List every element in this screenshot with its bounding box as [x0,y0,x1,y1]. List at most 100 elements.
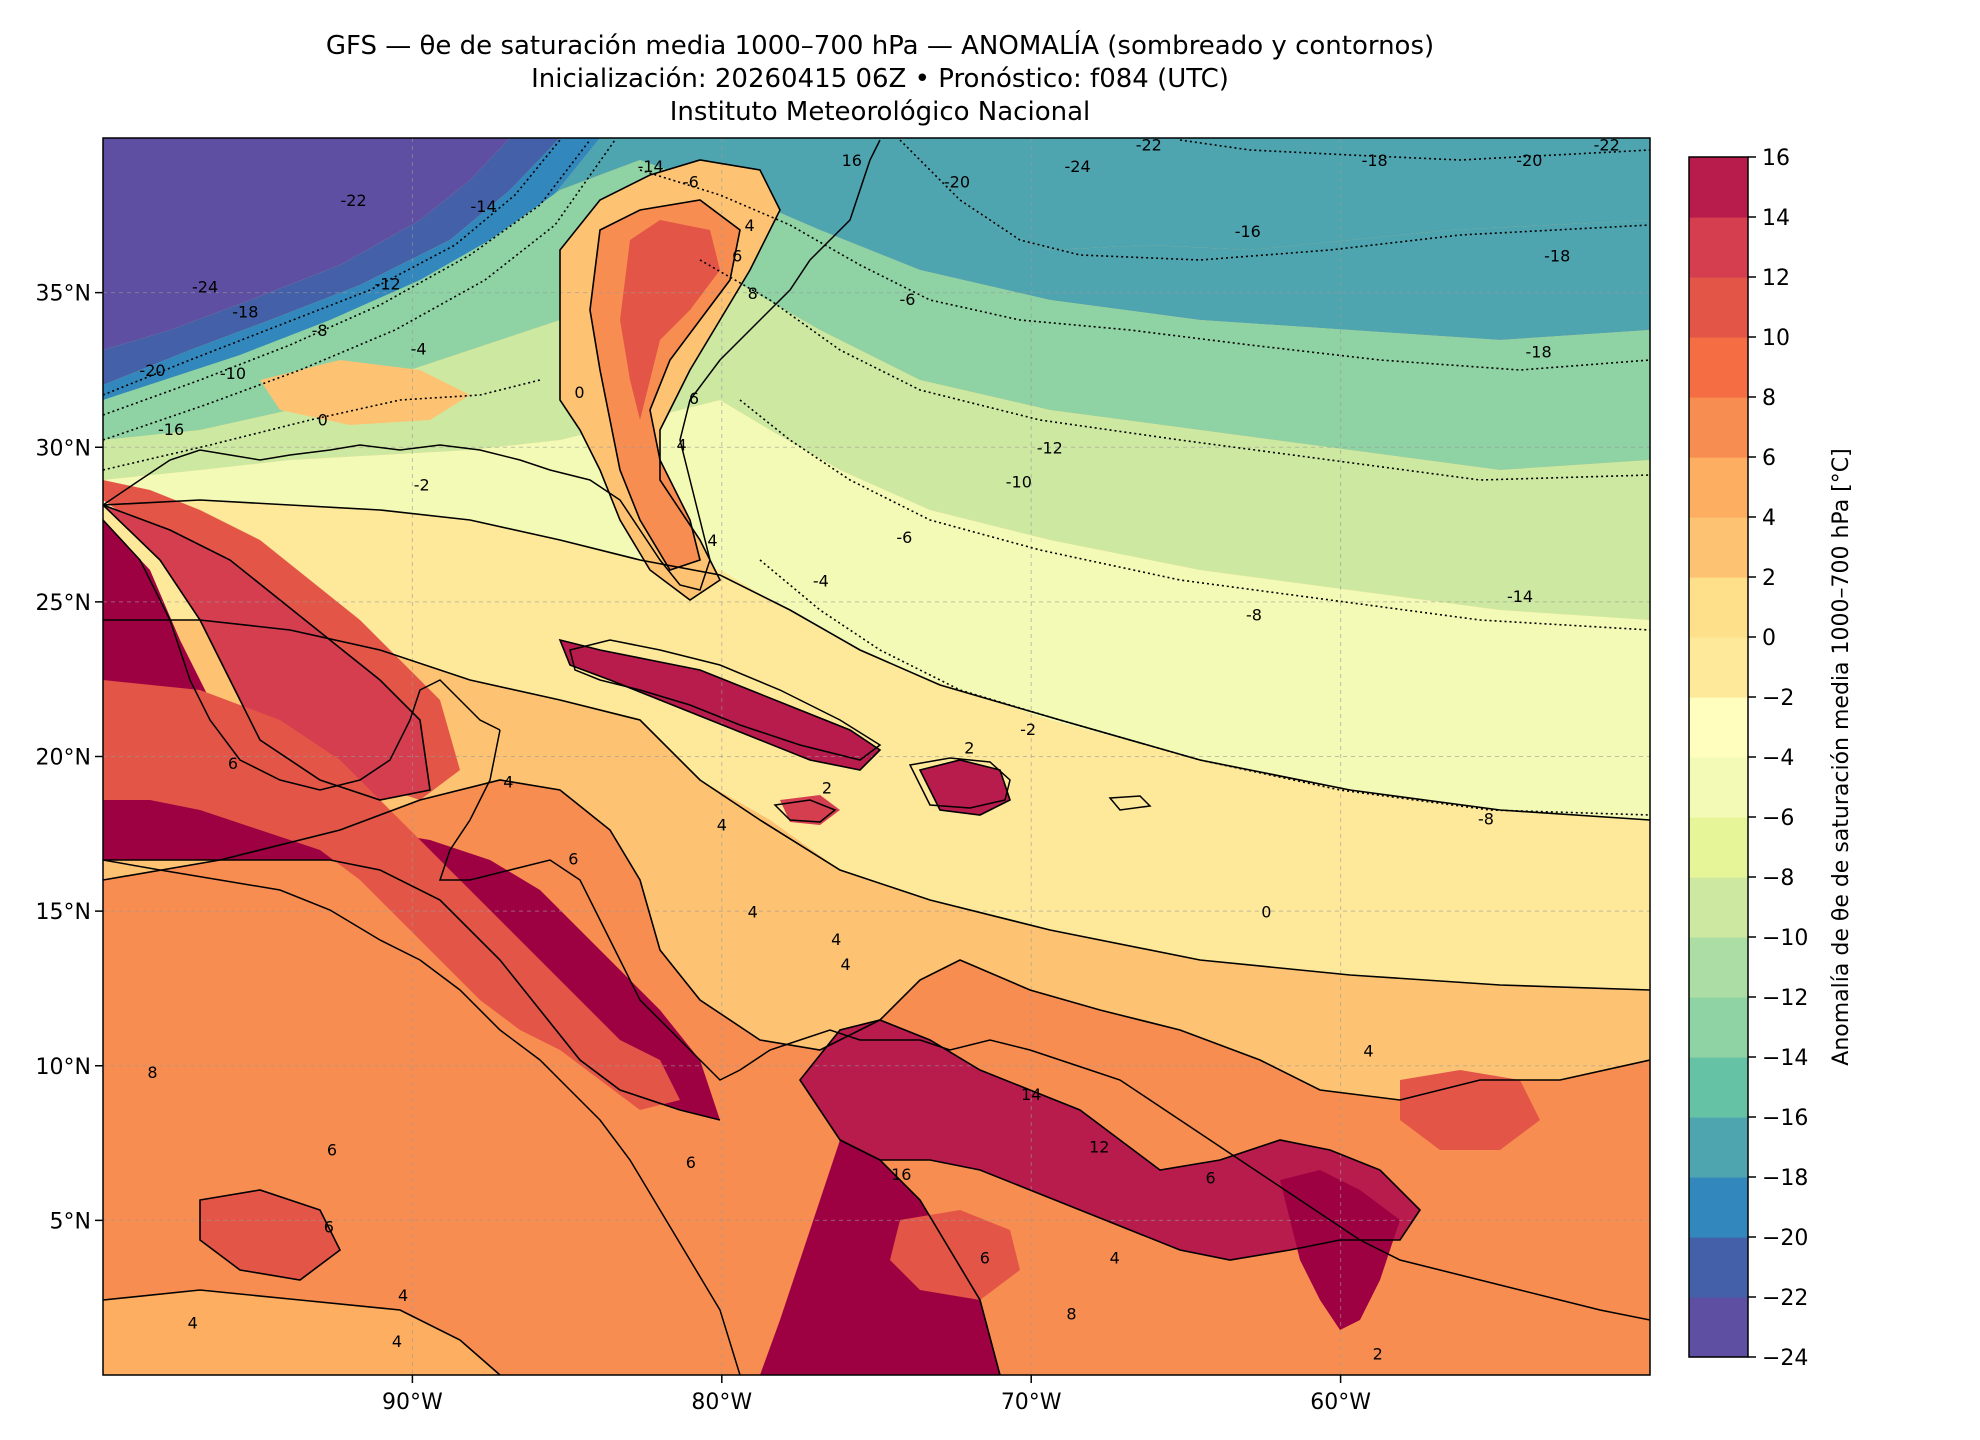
contour-label: 8 [147,1063,157,1082]
colorbar-tick-label: −6 [1762,806,1794,831]
contour-line [103,619,1650,991]
y-tick-label: 30°N [36,436,91,461]
colorbar-tick-label: −18 [1762,1166,1808,1191]
contour-line [558,638,882,771]
contour-label: -6 [899,290,915,309]
contour-label: 4 [748,902,758,921]
title-block: GFS — θe de saturación media 1000–700 hP… [100,30,1660,129]
cuba-outline [569,639,882,761]
contour-label: -6 [896,528,912,547]
colorbar-band [1689,817,1748,878]
shading-band [890,1210,1020,1300]
y-tick-label: 25°N [36,591,91,616]
colorbar-tick-label: −22 [1762,1286,1808,1311]
shading-band [103,680,680,1110]
colorbar-tick-label: −16 [1762,1106,1808,1131]
contour-label: -8 [1478,810,1494,829]
contour-label: 6 [568,850,578,869]
colorbar-tick-label: 6 [1762,446,1776,471]
colorbar-tick-label: 4 [1762,506,1776,531]
contour-line [799,1019,1422,1261]
contour-line [103,779,1650,1101]
institution-subtitle: Instituto Meteorológico Nacional [669,97,1091,127]
puerto-rico-outline [1108,795,1152,811]
contour-label: -10 [1006,472,1032,491]
gridlines [103,138,1650,1375]
contour-label: 6 [980,1249,990,1268]
contour-label: -12 [1037,438,1063,457]
colorbar-band [1689,1237,1748,1298]
shading-band [1400,1070,1540,1150]
y-tick-label: 35°N [36,282,91,307]
contour-label: -4 [411,339,427,358]
jamaica-outline [773,799,837,823]
colorbar-tick-label: −2 [1762,686,1794,711]
contour-label: -14 [1507,587,1533,606]
contour-label: 6 [689,389,699,408]
contour-line [199,1189,342,1281]
hispaniola-outline [908,757,1011,809]
contour-line [899,139,1650,261]
colorbar-tick-label: −12 [1762,986,1808,1011]
contour-label: -22 [341,191,367,210]
colorbar-label: Anomalía de θe de saturación media 1000–… [1829,448,1854,1065]
contour-label: 0 [574,383,584,402]
colorbar-tick-label: −4 [1762,746,1794,771]
shading-band [800,1020,1420,1260]
colorbar-ticks: −24−22−20−18−16−14−12−10−8−6−4−202468101… [1748,146,1808,1371]
contour-line [103,379,541,471]
colorbar-tick-label: 8 [1762,386,1776,411]
contour-label: 4 [831,930,841,949]
map-panel: -14-22 -14-24-18-12-8-4-20 -10-16 0-20 68644… [36,137,1651,1415]
colorbar-tick-label: 14 [1762,206,1790,231]
contour-label: 0 [1261,902,1271,921]
shading-band [103,138,1650,420]
coastline-segment [103,139,881,591]
contour-label: 2 [822,779,832,798]
contour-line [839,1139,1001,1375]
contour-label: 6 [1206,1168,1216,1187]
contour-line [103,1289,501,1375]
contour-label: 4 [392,1332,402,1351]
contour-label: 4 [717,816,727,835]
colorbar-tick-label: 0 [1762,626,1776,651]
contour-label: -24 [192,278,218,297]
shading-band [900,138,1650,250]
contour-label: 8 [748,284,758,303]
contour-label: -20 [944,172,970,191]
coastline-segment [103,859,741,1375]
colorbar-band [1689,577,1748,638]
contour-label: -8 [312,321,328,340]
contour-label: 4 [840,955,850,974]
y-tick-label: 10°N [36,1055,91,1080]
colorbar-band [1689,757,1748,818]
y-tick-label: 20°N [36,746,91,771]
shading-band [103,400,1650,820]
contour-label: -18 [1526,343,1552,362]
colorbar-bands [1689,157,1748,1358]
colorbar-tick-label: −14 [1762,1046,1808,1071]
shading-band [560,640,880,770]
contour-label: 16 [891,1165,911,1184]
x-tick-label: 70°W [1001,1390,1062,1415]
contour-label: 4 [676,435,686,454]
colorbar-band [1689,937,1748,998]
colorbar-band [1689,517,1748,578]
contour-label: -16 [1235,222,1261,241]
contour-labels: -14-22 -14-24-18-12-8-4-20 -10-16 0-20 68644… [139,138,1619,1364]
contour-label: -14 [638,157,664,176]
contour-label: 14 [1021,1085,1041,1104]
shading-band [103,505,430,800]
contour-label: -10 [220,364,246,383]
contour-label: 6 [228,754,238,773]
contour-label: -18 [1362,151,1388,170]
contour-line [589,199,741,571]
map-title: GFS — θe de saturación media 1000–700 hP… [325,31,1435,61]
colorbar-band [1689,337,1748,398]
contour-label: 6 [686,1153,696,1172]
contour-label: -24 [1065,157,1091,176]
colorbar-band [1689,637,1748,698]
colorbar-tick-label: 12 [1762,266,1790,291]
colorbar-band [1689,997,1748,1058]
contour-label: 2 [1373,1345,1383,1364]
